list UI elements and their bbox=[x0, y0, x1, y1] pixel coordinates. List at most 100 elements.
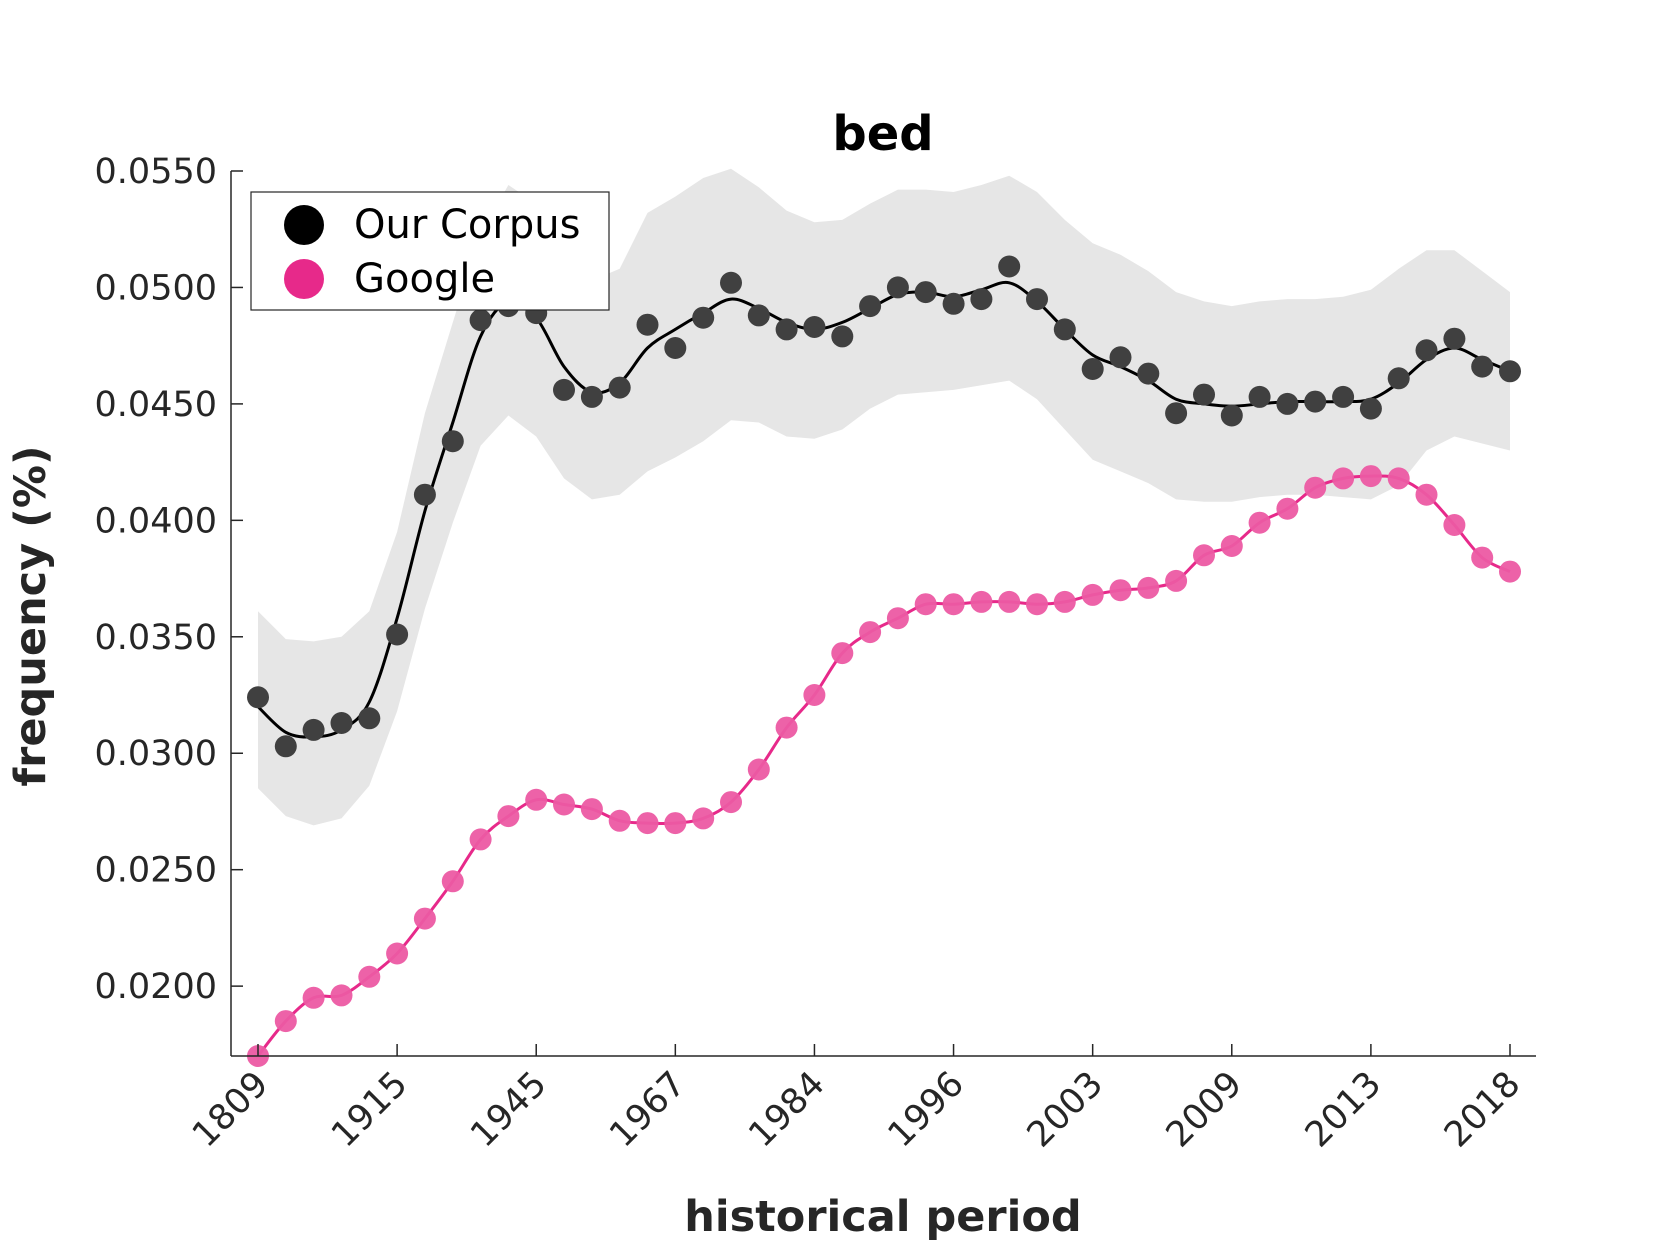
data-point-google bbox=[1304, 476, 1327, 499]
data-point-google bbox=[1053, 590, 1076, 613]
data-point-google bbox=[747, 758, 770, 781]
data-point-google bbox=[441, 870, 464, 893]
data-point-our-corpus bbox=[636, 313, 659, 336]
data-point-our-corpus bbox=[1026, 288, 1048, 311]
data-point-our-corpus bbox=[886, 276, 909, 299]
data-point-google bbox=[775, 716, 798, 739]
data-point-google bbox=[1332, 467, 1355, 490]
data-point-our-corpus bbox=[608, 376, 631, 399]
data-point-our-corpus bbox=[580, 385, 603, 408]
data-point-our-corpus bbox=[664, 337, 687, 359]
series-line-google bbox=[256, 474, 1511, 1057]
data-point-our-corpus bbox=[914, 281, 937, 304]
data-point-google bbox=[1165, 569, 1188, 592]
y-tick-label: 0.0400 bbox=[95, 501, 217, 541]
data-point-google bbox=[636, 812, 659, 835]
chart-title: bed bbox=[832, 106, 933, 162]
data-point-our-corpus bbox=[1387, 367, 1410, 390]
data-point-our-corpus bbox=[859, 295, 882, 318]
data-point-google bbox=[580, 798, 603, 821]
data-point-google bbox=[803, 684, 826, 706]
data-point-google bbox=[386, 942, 409, 965]
data-point-google bbox=[1081, 583, 1104, 606]
data-point-our-corpus bbox=[1137, 362, 1160, 385]
data-point-google bbox=[274, 1010, 297, 1033]
data-point-google bbox=[358, 965, 381, 988]
legend-marker-our-corpus bbox=[284, 205, 324, 245]
data-point-google bbox=[330, 984, 353, 1007]
data-point-our-corpus bbox=[1471, 355, 1494, 378]
axes bbox=[230, 171, 1536, 1057]
data-point-our-corpus bbox=[1193, 383, 1215, 406]
y-tick-label: 0.0250 bbox=[95, 851, 217, 891]
data-point-our-corpus bbox=[775, 318, 798, 341]
data-point-our-corpus bbox=[441, 430, 464, 453]
data-point-our-corpus bbox=[720, 271, 742, 294]
data-point-google bbox=[497, 805, 520, 828]
data-point-google bbox=[553, 793, 575, 816]
data-point-our-corpus bbox=[692, 306, 715, 329]
data-point-google bbox=[1026, 593, 1048, 616]
data-point-google bbox=[1415, 483, 1438, 506]
data-point-google bbox=[1137, 576, 1160, 599]
y-tick-label: 0.0500 bbox=[95, 268, 217, 308]
confidence-band-our-corpus bbox=[258, 168, 1510, 826]
data-point-google bbox=[413, 907, 436, 930]
data-point-our-corpus bbox=[1276, 392, 1299, 415]
data-point-google bbox=[1359, 465, 1382, 488]
data-point-google bbox=[1193, 544, 1215, 567]
data-point-our-corpus bbox=[1081, 358, 1104, 380]
data-point-google bbox=[998, 590, 1021, 613]
data-point-our-corpus bbox=[1499, 360, 1521, 383]
data-point-our-corpus bbox=[942, 292, 965, 315]
legend-label-google: Google bbox=[354, 256, 495, 302]
y-tick-label: 0.0450 bbox=[95, 385, 217, 425]
data-point-our-corpus bbox=[1304, 390, 1327, 413]
y-axis-title: frequency (%) bbox=[6, 445, 56, 786]
data-point-our-corpus bbox=[1332, 385, 1355, 408]
data-point-our-corpus bbox=[747, 304, 770, 327]
data-point-our-corpus bbox=[998, 255, 1021, 278]
data-point-our-corpus bbox=[247, 686, 269, 709]
x-axis-title: historical period bbox=[684, 1192, 1081, 1242]
data-point-google bbox=[1248, 511, 1271, 534]
data-point-google bbox=[692, 807, 715, 830]
data-point-google bbox=[1471, 546, 1494, 569]
data-point-our-corpus bbox=[274, 735, 297, 758]
data-point-google bbox=[720, 791, 742, 814]
y-tick-label: 0.0200 bbox=[95, 967, 217, 1007]
data-point-our-corpus bbox=[1109, 346, 1132, 369]
data-point-google bbox=[914, 593, 937, 616]
y-tick-label: 0.0350 bbox=[95, 618, 217, 658]
data-point-our-corpus bbox=[330, 712, 353, 734]
data-point-our-corpus bbox=[386, 623, 409, 646]
data-point-google bbox=[1276, 497, 1299, 520]
data-point-our-corpus bbox=[1165, 402, 1188, 425]
data-point-google bbox=[1443, 514, 1466, 536]
data-point-our-corpus bbox=[1359, 397, 1382, 420]
y-tick-label: 0.0550 bbox=[95, 152, 217, 192]
data-point-google bbox=[608, 809, 631, 832]
data-point-google bbox=[831, 642, 854, 665]
data-point-our-corpus bbox=[358, 707, 381, 730]
data-point-google bbox=[302, 986, 325, 1009]
data-point-our-corpus bbox=[970, 288, 993, 311]
data-point-google bbox=[664, 812, 687, 835]
y-tick-label: 0.0300 bbox=[95, 734, 217, 774]
legend: Our Corpus Google bbox=[250, 191, 610, 311]
y-ticks: 0.0200 0.0250 0.0300 0.0350 0.0400 0.0450 0.05… bbox=[95, 152, 243, 1007]
data-point-google bbox=[859, 621, 882, 644]
data-point-google bbox=[970, 590, 993, 613]
data-point-google bbox=[1499, 560, 1521, 583]
data-point-our-corpus bbox=[469, 309, 492, 332]
data-point-our-corpus bbox=[1053, 318, 1076, 341]
data-point-our-corpus bbox=[413, 483, 436, 506]
data-point-our-corpus bbox=[1415, 339, 1438, 362]
data-point-google bbox=[942, 593, 965, 616]
data-point-our-corpus bbox=[553, 378, 575, 401]
data-point-google bbox=[1220, 535, 1243, 557]
data-point-our-corpus bbox=[1443, 327, 1466, 350]
data-point-our-corpus bbox=[1220, 404, 1243, 427]
data-point-our-corpus bbox=[831, 325, 854, 348]
